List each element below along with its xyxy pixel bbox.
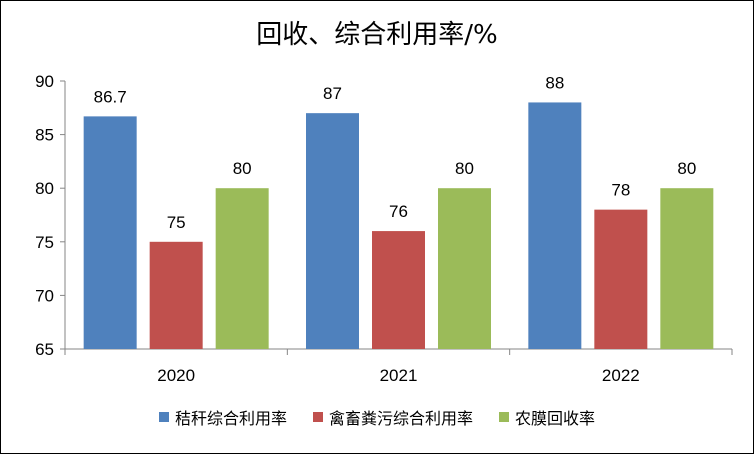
bar-2021-series-0: [306, 113, 359, 349]
y-tick-label: 65: [35, 340, 54, 359]
legend-item-straw: 秸秆综合利用率: [158, 405, 287, 429]
bar-2021-series-1: [372, 231, 425, 349]
data-label-2020-series-0: 86.7: [94, 87, 127, 106]
legend-label-manure: 禽畜粪污综合利用率: [328, 409, 473, 428]
bar-2020-series-2: [215, 188, 269, 349]
y-tick-label: 85: [35, 126, 54, 145]
bar-2022-series-0: [528, 102, 582, 349]
y-tick-label: 90: [35, 72, 54, 91]
bar-2020-series-0: [83, 116, 137, 349]
legend-swatch-manure: [312, 412, 323, 422]
data-label-2021-series-2: 80: [455, 159, 474, 178]
legend-item-film: 农膜回收率: [499, 405, 595, 429]
legend-label-film: 农膜回收率: [515, 409, 596, 428]
bar-2022-series-1: [594, 209, 648, 349]
x-tick-label-2021: 2021: [380, 366, 418, 385]
x-tick-label-2020: 2020: [157, 366, 195, 385]
chart-bars: [83, 102, 714, 349]
bar-2020-series-1: [149, 241, 203, 349]
bar-2021-series-2: [438, 188, 491, 349]
legend-swatch-straw: [158, 412, 169, 422]
legend-swatch-film: [499, 412, 509, 422]
x-tick-label-2022: 2022: [602, 366, 640, 385]
chart-title: 回收、综合利用率/%: [256, 20, 498, 50]
data-label-2020-series-2: 80: [233, 159, 252, 178]
data-label-2022-series-0: 88: [545, 73, 564, 92]
data-label-2022-series-1: 78: [611, 181, 630, 200]
data-label-2021-series-1: 76: [389, 202, 408, 221]
y-tick-label: 80: [35, 179, 54, 198]
data-label-2020-series-1: 75: [167, 213, 186, 232]
chart-data-labels: 86.7 75 80 87 76 80 88 78 80: [94, 73, 697, 231]
y-tick-label: 70: [35, 286, 54, 305]
legend-item-manure: 禽畜粪污综合利用率: [312, 405, 473, 429]
data-label-2022-series-2: 80: [677, 159, 696, 178]
chart-legend: 秸秆综合利用率 禽畜粪污综合利用率 农膜回收率: [0, 402, 754, 432]
data-label-2021-series-0: 87: [323, 84, 342, 103]
y-tick-label: 75: [35, 233, 54, 252]
legend-label-straw: 秸秆综合利用率: [174, 409, 287, 428]
bar-2022-series-2: [660, 188, 714, 349]
